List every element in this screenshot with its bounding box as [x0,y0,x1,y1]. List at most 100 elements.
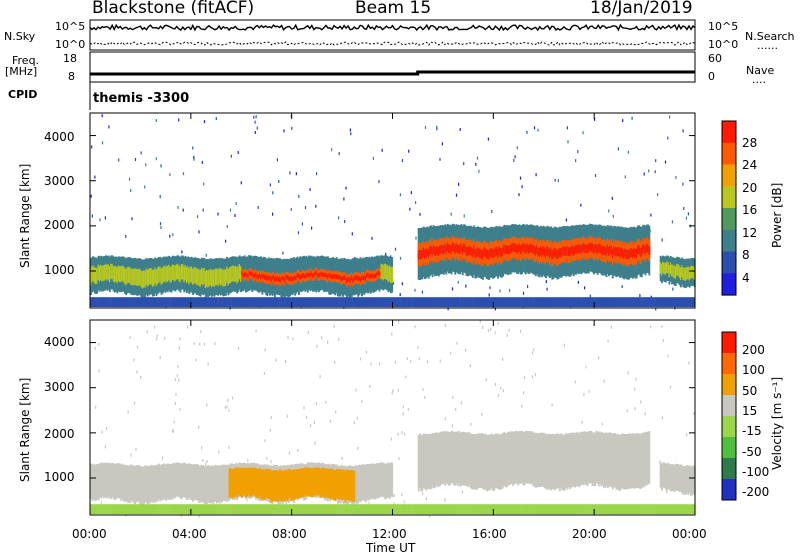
velocity-cb-tick: 100 [742,363,765,377]
velocity-cell [645,432,648,486]
scatter-point [584,286,586,290]
velocity-cell [106,462,109,497]
power-cell [376,272,378,277]
scatter-point [218,450,220,454]
velocity-colorbar-swatch [722,395,736,417]
velocity-cell [320,468,323,498]
near-range-cell [460,504,464,515]
near-range-cell [362,297,365,308]
power-cell [294,275,297,280]
near-range-cell [440,504,444,515]
near-range-cell [332,297,335,308]
scatter-point [178,346,180,350]
scatter-point [206,460,208,463]
velocity-cell [342,469,344,500]
velocity-cell [521,430,523,484]
scatter-point [195,358,197,362]
near-range-cell [647,504,650,515]
power-cell [343,275,346,281]
scatter-point [490,327,492,331]
near-range-cell [198,297,202,308]
near-range-cell [460,297,464,308]
power-cell [323,272,326,277]
scatter-point [106,426,108,430]
near-range-cell [344,297,348,308]
velocity-cell [550,434,552,491]
velocity-cell [169,463,172,500]
power-cell [134,268,136,285]
velocity-cell [488,434,491,491]
power-cell [469,246,472,255]
near-range-cell [228,297,232,308]
power-cell [555,248,557,258]
near-range-cell [102,504,106,515]
scatter-point [298,194,300,198]
scatter-point [485,378,487,382]
power-cell [474,249,477,259]
near-range-cell [145,297,149,308]
near-range-cell [412,297,416,308]
velocity-cell [421,434,424,491]
near-range-cell [571,504,575,515]
scatter-point [566,126,568,130]
power-cell [682,267,685,280]
near-range-cell [611,297,615,308]
power-cell [624,248,627,258]
power-cell [483,247,486,257]
near-range-cell [170,504,174,515]
scatter-point [669,115,671,119]
velocity-cell [673,464,676,493]
scatter-point [585,365,587,369]
power-cell [368,274,371,279]
power-cell [489,248,492,258]
velocity-cell [357,465,360,504]
scatter-point [217,212,219,216]
power-cell [648,246,651,255]
near-range-cell [332,504,335,515]
velocity-cell [534,433,537,488]
near-range-cell [301,297,305,308]
near-range-cell [621,504,625,515]
scatter-point [685,216,687,220]
near-range-cell [533,297,537,308]
near-range-cell [334,504,338,515]
near-range-cell [629,504,633,515]
scatter-point [523,376,526,380]
near-range-cell [382,297,386,308]
near-range-cell [488,504,492,515]
power-cell [106,265,109,281]
near-range-cell [480,504,484,515]
power-cell [633,247,636,257]
velocity-cell [490,433,493,489]
scatter-point [617,147,619,151]
near-range-cell [654,297,658,308]
velocity-cell [269,469,271,499]
scatter-point [131,217,133,221]
velocity-cell [257,469,260,499]
near-range-cell [541,297,544,308]
velocity-cell [625,434,628,490]
near-range-cell [591,297,595,308]
power-ytick: 2000 [44,218,75,232]
velocity-cell [679,464,682,492]
velocity-cell [229,468,232,497]
near-range-cell [435,297,439,308]
near-range-cell [458,504,461,515]
scatter-point [234,214,236,217]
velocity-cell [156,465,159,502]
near-range-cell [541,504,544,515]
scatter-point [314,441,316,445]
x-tick: 00:00 [72,527,107,541]
near-range-cell [349,504,353,515]
near-range-cell [372,504,376,515]
velocity-cell [427,434,430,490]
scatter-point [574,380,576,384]
near-range-cell [112,504,116,515]
scatter-point [136,345,139,349]
velocity-cell [334,470,337,501]
scatter-point [457,280,459,284]
near-range-cell [626,504,630,515]
power-cell [304,274,307,279]
scatter-point [101,430,103,434]
power-cell [349,278,352,283]
